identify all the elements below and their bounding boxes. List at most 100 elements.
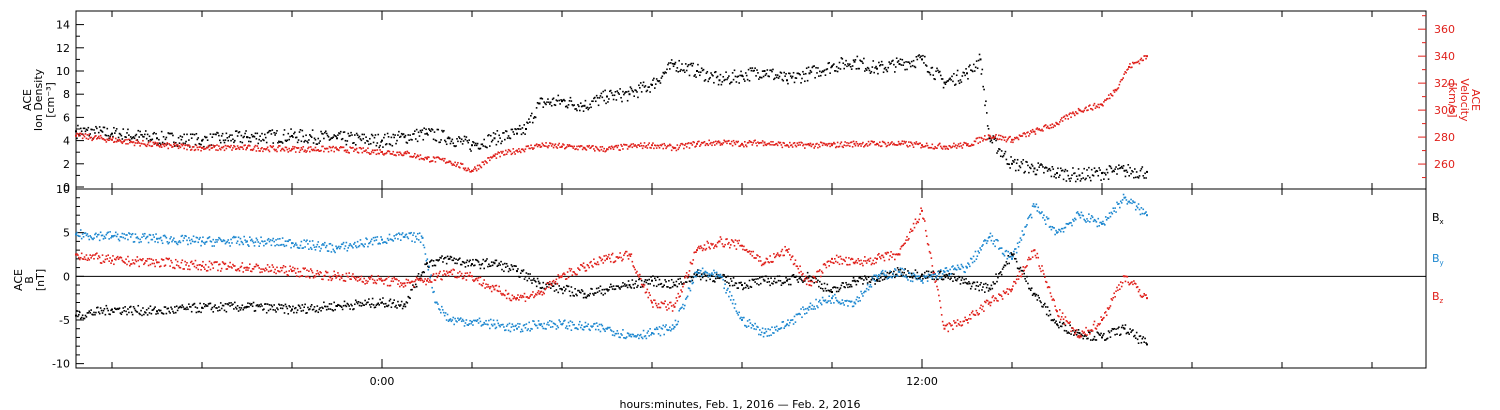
- density-sample: [122, 128, 125, 130]
- by-sample: [1055, 229, 1057, 232]
- by-sample: [927, 273, 930, 276]
- velocity-sample: [461, 163, 464, 165]
- bz-point: [448, 270, 451, 273]
- by-sample: [1124, 196, 1127, 199]
- velocity-sample: [841, 145, 844, 148]
- density-sample: [932, 74, 935, 76]
- density-sample: [298, 131, 301, 133]
- density-point: [583, 104, 586, 107]
- bx-sample: [1105, 338, 1108, 340]
- by-sample: [324, 246, 327, 249]
- by-sample: [526, 329, 529, 332]
- by-sample: [928, 276, 931, 278]
- velocity-sample: [294, 151, 297, 153]
- by-sample: [129, 236, 132, 238]
- by-sample: [118, 239, 121, 242]
- velocity-sample: [939, 142, 941, 145]
- velocity-sample: [753, 140, 755, 142]
- by-sample: [552, 322, 555, 325]
- density-sample: [499, 137, 501, 139]
- by-sample: [1083, 218, 1085, 221]
- by-sample: [562, 322, 564, 325]
- density-sample: [565, 105, 568, 107]
- velocity-sample: [80, 133, 83, 136]
- by-sample: [519, 330, 522, 333]
- density-sample: [598, 97, 601, 99]
- bx-sample: [546, 285, 548, 288]
- velocity-sample: [1129, 63, 1131, 65]
- by-sample: [534, 323, 536, 326]
- by-sample: [142, 233, 144, 235]
- density-sample: [577, 103, 579, 106]
- density-sample: [389, 143, 392, 146]
- density-sample: [215, 133, 217, 136]
- bz-sample: [235, 269, 238, 272]
- bx-point: [628, 284, 631, 287]
- by-sample: [1029, 214, 1031, 217]
- density-sample: [998, 148, 1000, 150]
- by-sample: [571, 321, 574, 324]
- velocity-sample: [566, 144, 569, 146]
- velocity-point: [291, 148, 293, 151]
- by-sample: [629, 333, 632, 336]
- density-sample: [849, 65, 852, 68]
- bx-sample: [240, 307, 243, 309]
- by-sample: [780, 327, 783, 329]
- bz-point: [943, 327, 946, 330]
- density-sample: [127, 128, 129, 131]
- by-sample: [790, 319, 793, 321]
- density-sample: [393, 136, 395, 139]
- bx-sample: [395, 304, 397, 307]
- density-sample: [1062, 178, 1065, 181]
- bx-sample: [1059, 325, 1062, 328]
- bx-point: [966, 282, 968, 285]
- density-sample: [694, 74, 696, 76]
- bz-sample: [143, 263, 145, 266]
- by-sample: [405, 233, 408, 236]
- velocity-tick-label: 300: [1434, 104, 1455, 117]
- bx-sample: [399, 304, 402, 306]
- density-sample: [359, 138, 362, 140]
- velocity-sample: [821, 144, 824, 147]
- bx-sample: [294, 306, 297, 309]
- by-sample: [723, 287, 725, 290]
- density-sample: [159, 143, 162, 146]
- velocity-sample: [1049, 124, 1052, 126]
- bz-sample: [90, 257, 92, 259]
- density-sample: [189, 133, 192, 136]
- bx-sample: [503, 270, 505, 273]
- bx-sample: [885, 276, 888, 278]
- by-sample: [413, 232, 415, 234]
- bx-sample: [687, 276, 690, 278]
- bz-sample: [128, 260, 130, 263]
- velocity-sample: [186, 148, 188, 151]
- velocity-sample: [1120, 79, 1123, 81]
- bx-sample: [508, 267, 511, 270]
- velocity-sample: [744, 144, 747, 146]
- bx-sample: [1000, 273, 1003, 276]
- by-sample: [1059, 229, 1061, 231]
- bx-point: [831, 291, 833, 294]
- velocity-sample: [832, 143, 834, 145]
- density-sample: [625, 91, 628, 93]
- density-sample: [967, 77, 969, 80]
- velocity-sample: [355, 147, 358, 150]
- bx-sample: [1111, 328, 1114, 330]
- bx-sample: [1112, 328, 1115, 331]
- density-sample: [610, 92, 613, 94]
- bx-sample: [664, 279, 666, 281]
- density-sample: [674, 61, 677, 64]
- bx-sample: [1139, 335, 1142, 337]
- velocity-sample: [472, 170, 474, 172]
- by-sample: [872, 278, 875, 281]
- velocity-sample: [93, 136, 95, 139]
- velocity-sample: [103, 139, 106, 141]
- by-sample: [97, 233, 100, 236]
- by-sample: [573, 323, 575, 326]
- density-sample: [748, 79, 751, 82]
- density-sample: [382, 146, 384, 148]
- density-sample: [630, 87, 633, 90]
- density-sample: [753, 69, 755, 72]
- by-sample: [870, 286, 873, 288]
- bx-sample: [1094, 339, 1097, 341]
